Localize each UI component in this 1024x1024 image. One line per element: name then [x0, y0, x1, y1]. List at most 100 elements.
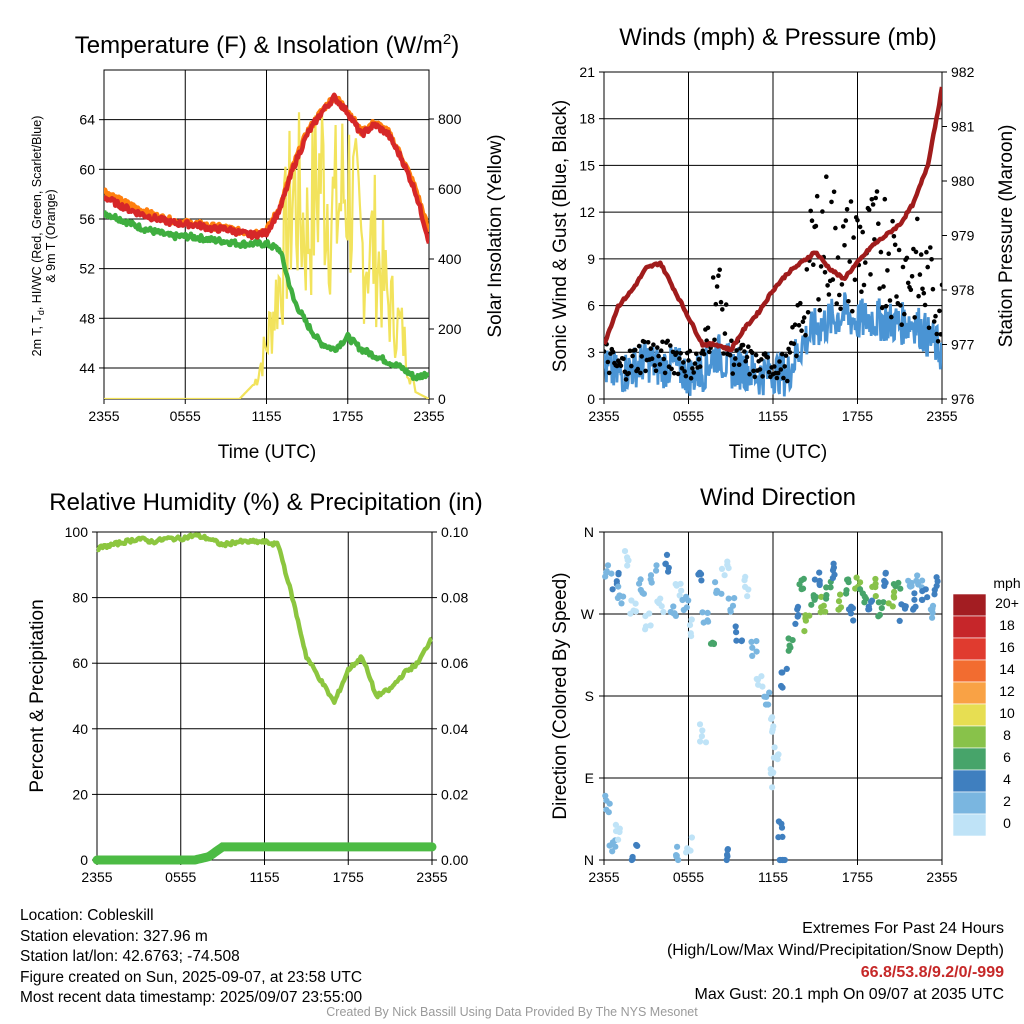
- gust-point: [850, 308, 855, 314]
- direction-point: [759, 683, 766, 690]
- gust-point: [678, 351, 683, 356]
- gust-point: [843, 218, 849, 223]
- temperature-plot-area: 44 48 52 56 60 64 0 200 400 600 800 2355 0555 1155 175…: [79, 69, 462, 424]
- gust-point: [877, 286, 882, 291]
- gust-point: [833, 225, 838, 231]
- direction-point: [686, 622, 694, 629]
- gust-point: [744, 354, 750, 360]
- gust-point: [688, 375, 694, 381]
- winds-ytick-label: 9: [587, 251, 595, 267]
- direction-point: [897, 585, 904, 592]
- direction-point: [628, 856, 635, 864]
- gust-point: [721, 351, 726, 356]
- gust-point: [800, 319, 806, 325]
- gust-point: [899, 322, 904, 328]
- winds-xtick-label: 1155: [758, 408, 788, 424]
- winds-ytick-label: 15: [579, 157, 595, 173]
- gust-point: [818, 264, 824, 269]
- direction-point: [816, 569, 823, 576]
- winds-title: Winds (mph) & Pressure (mb): [619, 24, 936, 51]
- direction-point: [808, 601, 815, 608]
- gust-point: [931, 319, 937, 324]
- direction-ytick-label: W: [581, 606, 595, 622]
- direction-point: [642, 613, 649, 620]
- colorbar-swatch: [952, 813, 987, 837]
- gust-point: [751, 368, 756, 374]
- humidity-xtick-label: 1155: [249, 869, 279, 885]
- gust-point: [826, 292, 832, 297]
- gust-point: [829, 199, 834, 205]
- direction-point: [713, 587, 720, 594]
- direction-ytick-label: E: [585, 770, 594, 786]
- direction-point: [779, 833, 786, 841]
- gust-point: [898, 303, 903, 308]
- humidity-ytick-label: 40: [72, 721, 88, 737]
- direction-point: [882, 569, 889, 576]
- direction-point: [723, 856, 730, 864]
- gust-point: [736, 362, 742, 368]
- direction-xtick-label: 2355: [588, 869, 619, 885]
- temperature-xtick-label: 0555: [170, 408, 201, 424]
- precip-ytick-label: 0.02: [441, 786, 468, 802]
- direction-point: [615, 836, 622, 843]
- direction-point: [766, 689, 773, 696]
- gust-point: [814, 193, 820, 199]
- svg-text:2m T, Td, HI/WC (Red, Green, S: 2m T, Td, HI/WC (Red, Green, Scarlet/Blu…: [30, 116, 46, 357]
- gust-point: [820, 209, 825, 214]
- direction-point: [613, 578, 620, 585]
- gust-point: [830, 277, 836, 282]
- direction-point: [602, 792, 609, 799]
- gust-point: [733, 356, 738, 361]
- gust-point: [799, 328, 804, 334]
- gust-point: [717, 267, 722, 273]
- direction-point: [685, 846, 693, 854]
- direction-point: [829, 567, 837, 574]
- direction-point: [609, 848, 616, 855]
- colorbar-swatch: [952, 593, 987, 617]
- gust-point: [879, 305, 885, 311]
- direction-point: [685, 597, 692, 604]
- temperature-ytick-label: 48: [79, 310, 95, 326]
- gust-point: [844, 207, 850, 212]
- gust-point: [885, 268, 890, 273]
- humidity-line: [96, 532, 433, 705]
- gust-point: [825, 283, 830, 288]
- gust-point: [785, 378, 790, 384]
- gust-point: [811, 262, 816, 268]
- direction-point: [678, 587, 685, 594]
- precip-line: [92, 842, 437, 865]
- direction-point: [673, 852, 680, 859]
- pressure-ytick-label: 979: [951, 228, 975, 244]
- direction-point: [835, 606, 842, 613]
- direction-point: [869, 583, 876, 591]
- colorbar-label: 10: [999, 705, 1015, 721]
- direction-point: [929, 614, 936, 621]
- gust-point: [740, 342, 746, 348]
- pressure-ytick-label: 980: [951, 173, 975, 189]
- direction-point: [919, 588, 926, 595]
- direction-point: [865, 606, 872, 613]
- colorbar-label: 4: [1003, 771, 1011, 787]
- gust-point: [846, 299, 851, 304]
- winds-ytick-label: 6: [587, 298, 595, 314]
- colorbar-swatch: [952, 637, 987, 661]
- direction-point: [924, 594, 931, 601]
- humidity-ytick-label: 0: [80, 852, 88, 868]
- gust-point: [917, 272, 923, 277]
- direction-point: [823, 584, 830, 591]
- direction-point: [799, 585, 807, 592]
- gust-point: [868, 272, 873, 277]
- direction-point: [762, 701, 770, 708]
- gust-point: [642, 339, 647, 345]
- temperature-ytick-label: 64: [79, 112, 95, 128]
- pressure-ytick-label: 977: [951, 337, 975, 353]
- direction-point: [794, 613, 801, 620]
- gust-point: [882, 196, 888, 202]
- temperature-ytick-label: 60: [79, 161, 95, 177]
- pressure-ytick-label: 982: [951, 64, 975, 80]
- gust-point: [900, 264, 906, 270]
- gust-point: [838, 306, 843, 312]
- direction-point: [849, 605, 857, 612]
- gust-point: [759, 357, 764, 362]
